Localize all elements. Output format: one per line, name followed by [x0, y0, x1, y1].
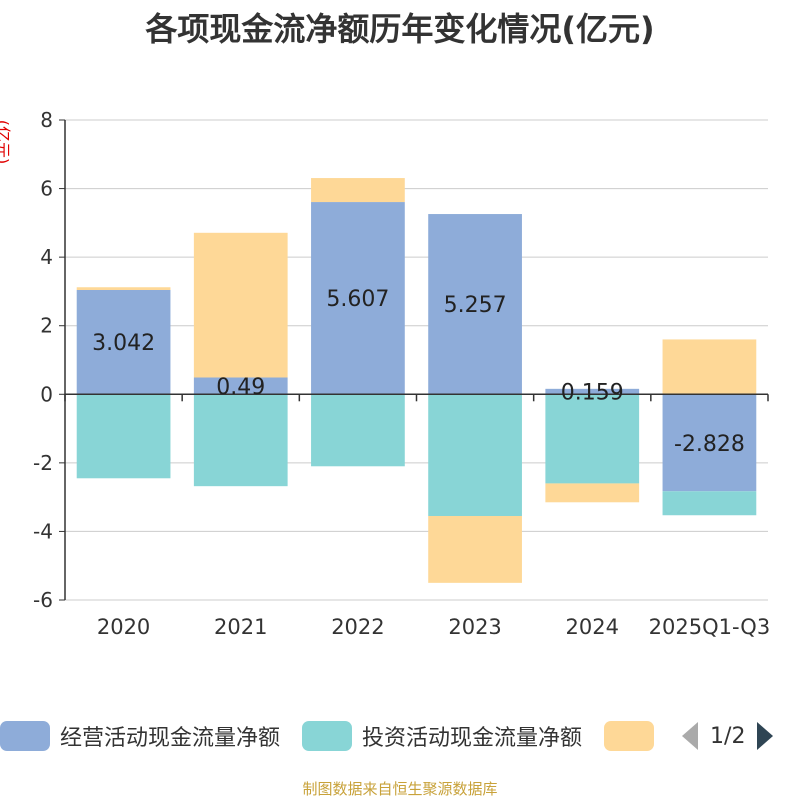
y-tick-label: 2: [40, 314, 53, 338]
legend-swatch-operating: [0, 721, 50, 751]
bar-series1-2021[interactable]: [193, 377, 288, 395]
bar-series1-2025Q1-Q3[interactable]: [662, 394, 757, 492]
legend-next-icon[interactable]: [757, 722, 774, 750]
bar-series1-2024[interactable]: [545, 388, 640, 395]
bar-series1-2020[interactable]: [76, 289, 171, 395]
legend-page-indicator: 1/2: [710, 723, 746, 749]
x-tick-label: 2020: [97, 615, 150, 639]
bar-series2-2025Q1-Q3[interactable]: [662, 491, 757, 516]
bar-series1-2023[interactable]: [428, 214, 522, 395]
legend: 经营活动现金流量净额 投资活动现金流量净额 1/2: [0, 714, 800, 758]
x-tick-label: 2023: [448, 615, 501, 639]
bar-series3-2022[interactable]: [311, 178, 405, 203]
chart-title: 各项现金流净额历年变化情况(亿元): [145, 10, 655, 48]
x-tick-label: 2021: [214, 615, 267, 639]
data-label: 0.49: [216, 375, 265, 400]
y-tick-label: -6: [33, 588, 53, 612]
bar-series2-2022[interactable]: [311, 394, 405, 467]
data-label: -2.828: [674, 432, 745, 457]
bar-series3-2020[interactable]: [76, 287, 171, 290]
y-tick-label: 4: [40, 245, 53, 269]
y-tick-label: 8: [40, 108, 53, 132]
bar-series3-2023[interactable]: [428, 516, 522, 583]
x-tick-label: 2022: [331, 615, 384, 639]
y-tick-label: -2: [33, 451, 53, 475]
bar-series3-2024[interactable]: [545, 483, 640, 503]
bar-series2-2020[interactable]: [76, 394, 171, 479]
y-tick-label: -4: [33, 519, 53, 543]
data-label: 0.159: [561, 381, 624, 406]
source-note: 制图数据来自恒生聚源数据库: [302, 780, 498, 798]
x-tick-label: 2025Q1-Q3: [649, 615, 771, 639]
bar-series1-2022[interactable]: [311, 202, 405, 395]
chart-canvas: 8 6 4 2 0 -2 -4 -6 3.042 0.49 5.607 5.257 0.159 -2.82…: [33, 108, 771, 639]
legend-label-investing: 投资活动现金流量净额: [362, 726, 583, 751]
legend-swatch-financing: [604, 721, 655, 751]
bar-series2-2024[interactable]: [545, 394, 640, 484]
legend-item-financing[interactable]: [604, 721, 664, 751]
y-tick-label: 0: [40, 382, 53, 406]
bar-series2-2021[interactable]: [193, 394, 288, 487]
legend-prev-icon[interactable]: [682, 722, 699, 750]
legend-item-investing[interactable]: 投资活动现金流量净额: [302, 720, 582, 752]
legend-label-operating: 经营活动现金流量净额: [60, 726, 281, 751]
data-label: 5.607: [326, 287, 389, 312]
data-label: 3.042: [92, 331, 155, 356]
x-tick-label: 2024: [566, 615, 619, 639]
bar-series2-2023[interactable]: [428, 394, 522, 516]
data-label: 5.257: [444, 293, 507, 318]
legend-swatch-investing: [302, 721, 353, 751]
legend-pager: 1/2: [682, 722, 774, 750]
bar-series3-2021[interactable]: [193, 232, 288, 378]
bar-series3-2025Q1-Q3[interactable]: [662, 339, 757, 395]
y-tick-label: 6: [40, 177, 53, 201]
legend-item-operating[interactable]: 经营活动现金流量净额: [0, 720, 280, 752]
